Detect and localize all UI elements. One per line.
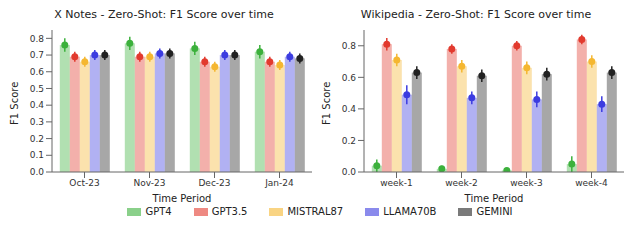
svg-text:Dec-23: Dec-23 [198, 178, 230, 188]
html-text:GEMINI: GEMINI [476, 206, 513, 217]
svg-text:0.3: 0.3 [30, 117, 44, 127]
svg-text:Nov-23: Nov-23 [133, 178, 165, 188]
svg-text:week-1: week-1 [380, 178, 413, 188]
html-text:X Notes - Zero-Shot: F1 Score: X Notes - Zero-Shot: F1 Score over time [54, 8, 274, 21]
svg-text:0.2: 0.2 [342, 136, 356, 146]
svg-text:0.5: 0.5 [30, 84, 44, 94]
svg-text:Time Period: Time Period [464, 193, 524, 202]
svg-text:0.6: 0.6 [342, 73, 357, 83]
html-text:LLAMA70B: LLAMA70B [383, 206, 437, 217]
svg-text:Time Period: Time Period [152, 193, 212, 202]
svg-text:0.7: 0.7 [30, 50, 44, 60]
svg-text:0.6: 0.6 [30, 67, 45, 77]
svg-text:week-2: week-2 [445, 178, 478, 188]
svg-text:Oct-23: Oct-23 [69, 178, 99, 188]
svg-text:0.8: 0.8 [30, 34, 45, 44]
svg-text:0.8: 0.8 [342, 41, 357, 51]
svg-text:0.0: 0.0 [342, 167, 357, 177]
svg-text:week-3: week-3 [510, 178, 543, 188]
svg-text:0.0: 0.0 [30, 167, 45, 177]
svg-text:0.2: 0.2 [30, 134, 44, 144]
html-text:GPT4: GPT4 [145, 206, 172, 217]
svg-text:F1 Score: F1 Score [321, 82, 332, 125]
html-text:MISTRAL87: MISTRAL87 [287, 206, 344, 217]
html-text:Wikipedia - Zero-Shot: F1 Scor: Wikipedia - Zero-Shot: F1 Score over tim… [360, 8, 592, 21]
html-text:GPT3.5: GPT3.5 [211, 206, 248, 217]
svg-text:week-4: week-4 [575, 178, 608, 188]
svg-text:Jan-24: Jan-24 [264, 178, 294, 188]
svg-text:0.4: 0.4 [342, 104, 357, 114]
svg-text:0.4: 0.4 [30, 100, 45, 110]
svg-text:0.1: 0.1 [30, 150, 44, 160]
svg-text:F1 Score: F1 Score [9, 82, 20, 125]
